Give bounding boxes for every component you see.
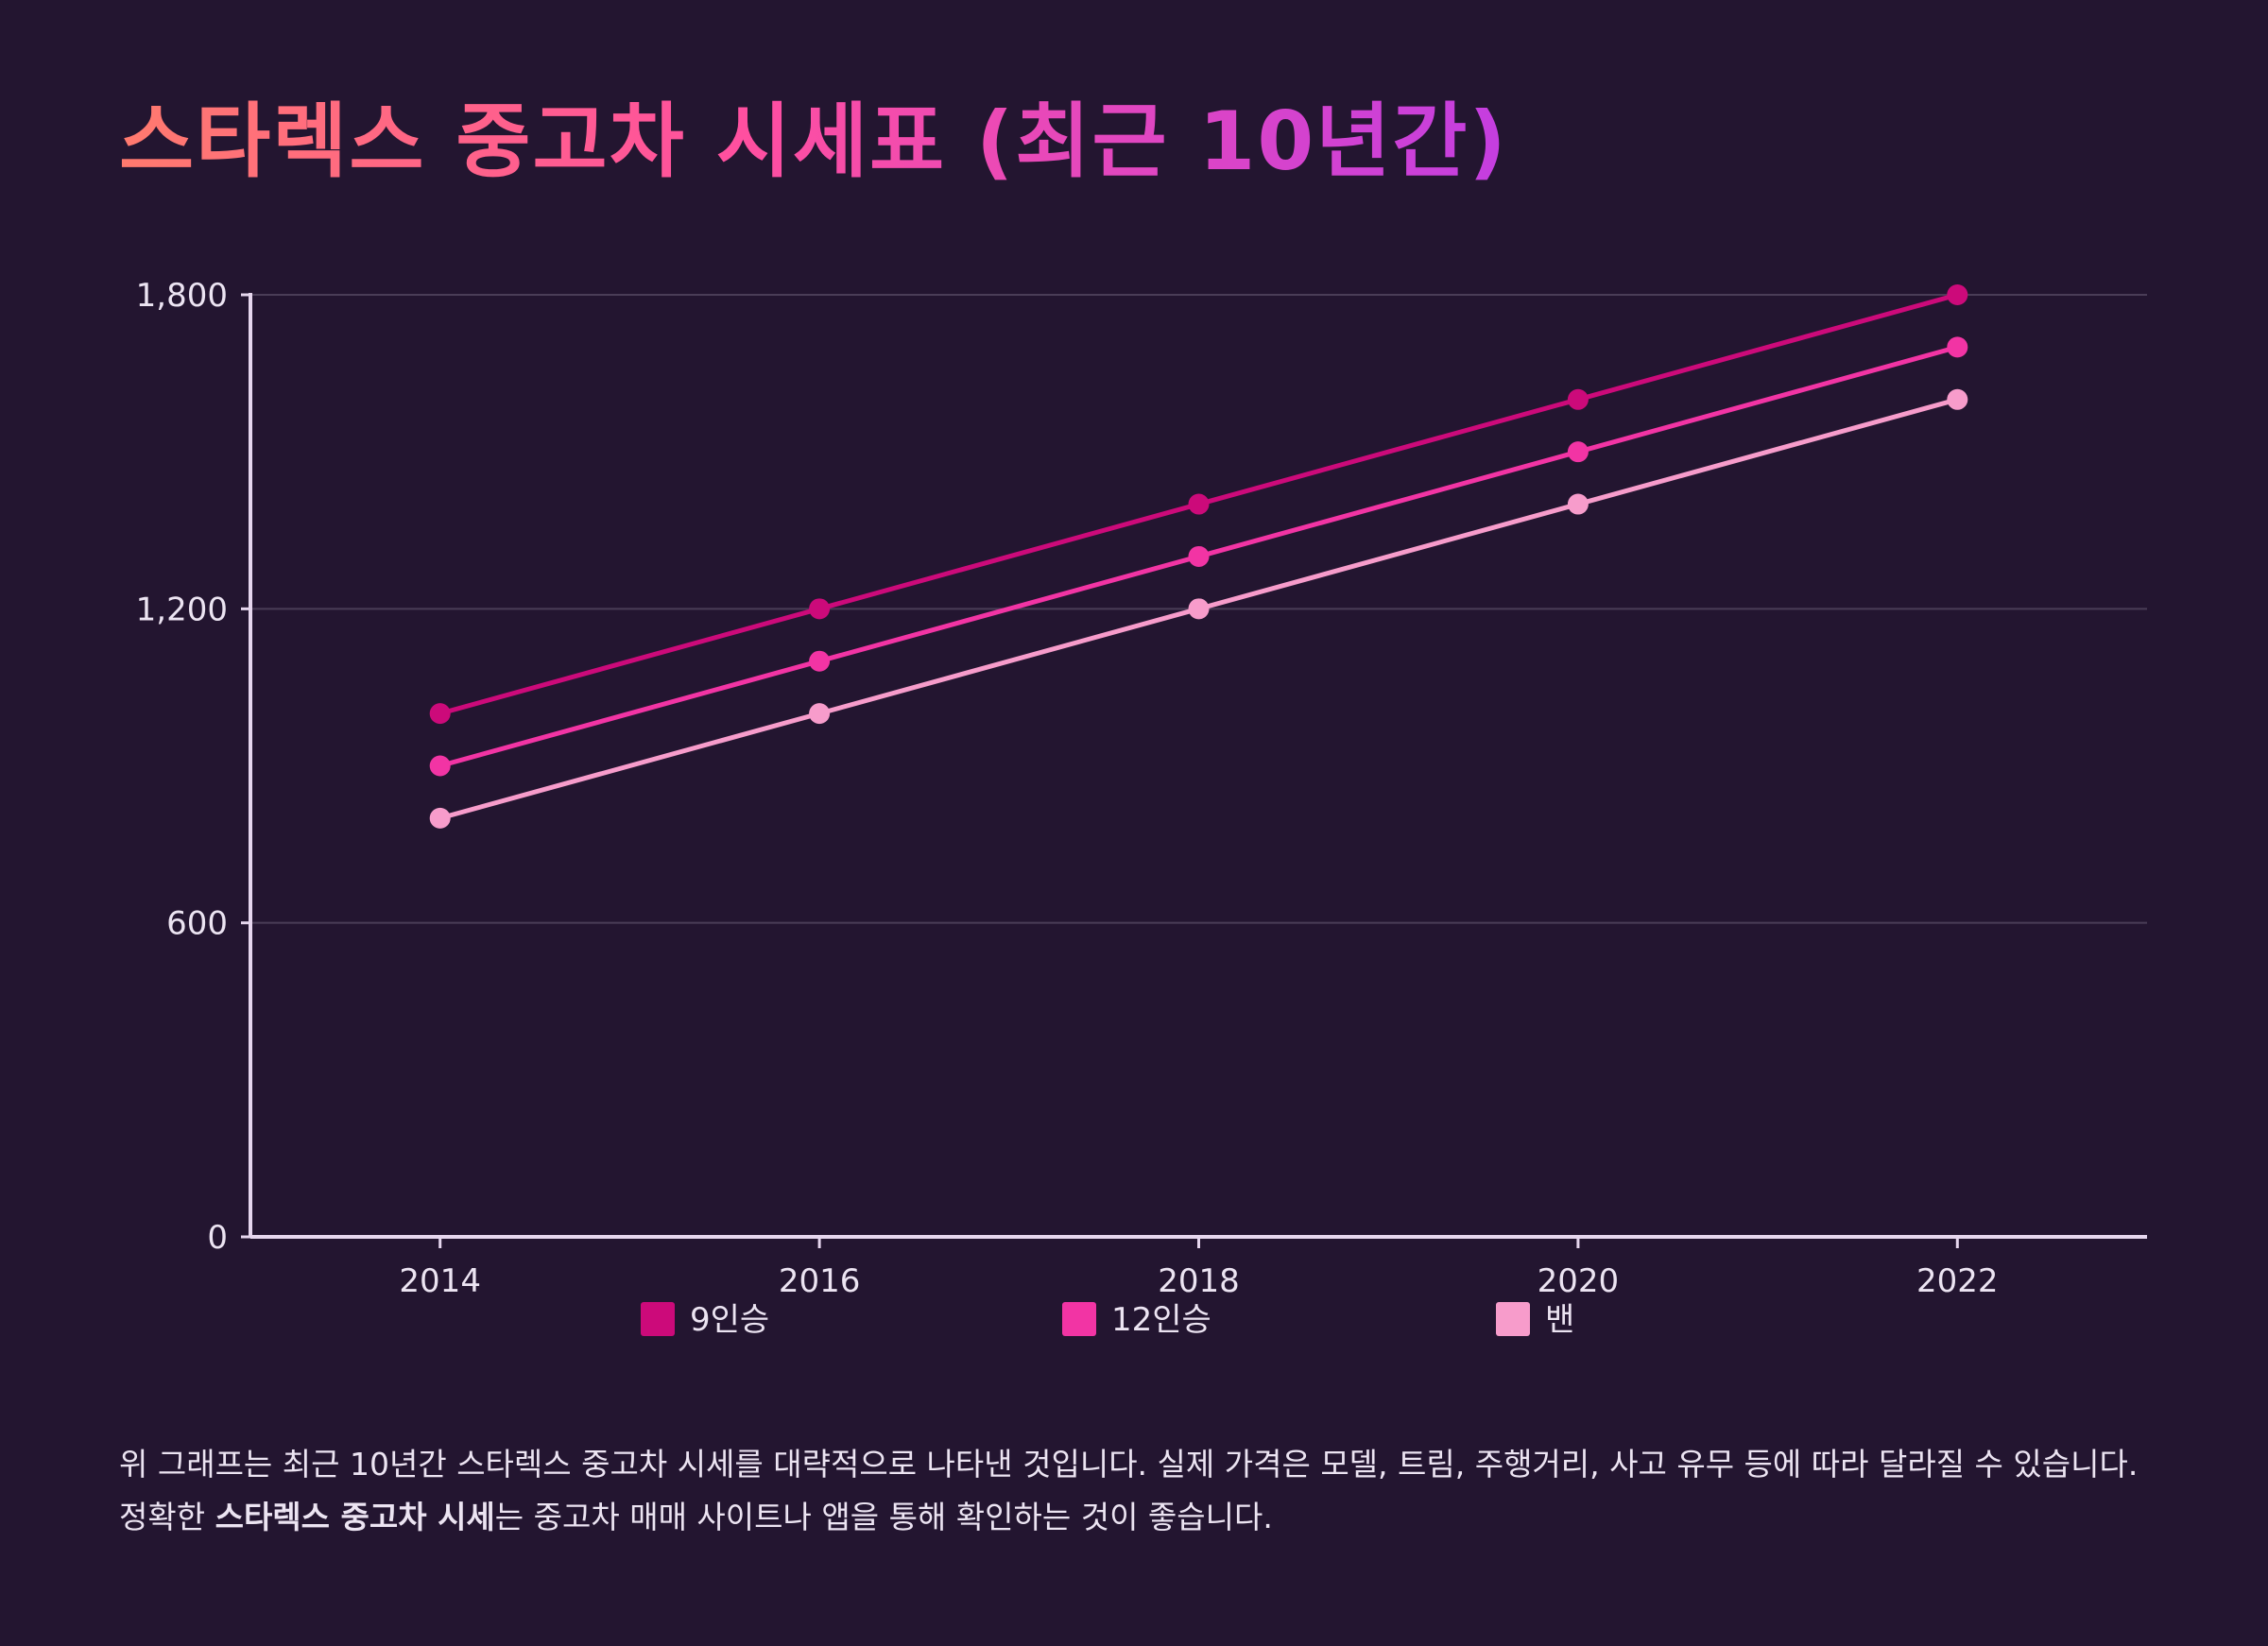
legend-label: 12인승 xyxy=(1111,1301,1211,1339)
x-tick-label: 2014 xyxy=(399,1262,481,1300)
description-text-1: 위 그래프는 최근 10년간 스타렉스 중고차 시세를 대략적으로 나타낸 것입… xyxy=(119,1446,2139,1535)
y-tick-label: 0 xyxy=(207,1219,228,1257)
series-1 xyxy=(429,284,1968,725)
x-tick-label: 2022 xyxy=(1916,1262,1999,1300)
data-point xyxy=(809,598,831,620)
data-point xyxy=(429,703,451,725)
legend-swatch xyxy=(641,1302,675,1336)
legend-swatch xyxy=(1496,1302,1530,1336)
x-tick-label: 2016 xyxy=(779,1262,861,1300)
series-3 xyxy=(429,388,1968,829)
description-bold-keyword: 스타렉스 중고차 시세 xyxy=(215,1499,495,1535)
data-point xyxy=(1188,598,1210,620)
series-lines xyxy=(429,284,1968,829)
legend-swatch xyxy=(1062,1302,1096,1336)
axes: 0 600 1,200 1,800 2014 2016 2018 2020 2022 xyxy=(136,277,2147,1300)
data-point xyxy=(1567,493,1589,515)
data-point xyxy=(1947,388,1968,410)
series-2 xyxy=(429,336,1968,777)
chart-title: 스타렉스 중고차 시세표 (최근 10년간) xyxy=(119,87,1508,197)
data-point xyxy=(429,755,451,777)
legend-label: 9인승 xyxy=(690,1301,769,1339)
legend-item: 12인승 xyxy=(1062,1301,1211,1339)
legend-item: 9인승 xyxy=(641,1301,769,1339)
description-text-2: 는 중고차 매매 사이트나 앱을 통해 확인하는 것이 좋습니다. xyxy=(494,1499,1273,1535)
legend: 9인승 12인승 밴 xyxy=(641,1301,1574,1339)
data-point xyxy=(1947,284,1968,305)
data-point xyxy=(1567,441,1589,463)
data-point xyxy=(1567,388,1589,410)
data-point xyxy=(1188,493,1210,515)
data-point xyxy=(1188,545,1210,567)
x-tick-label: 2018 xyxy=(1158,1262,1240,1300)
y-tick-label: 600 xyxy=(166,905,228,943)
legend-item: 밴 xyxy=(1496,1301,1574,1339)
chart-description: 위 그래프는 최근 10년간 스타렉스 중고차 시세를 대략적으로 나타낸 것입… xyxy=(119,1438,2151,1544)
data-point xyxy=(429,807,451,829)
data-point xyxy=(809,703,831,725)
data-point xyxy=(809,650,831,672)
x-tick-label: 2020 xyxy=(1538,1262,1620,1300)
y-tick-label: 1,800 xyxy=(136,277,228,315)
line-chart: 0 600 1,200 1,800 2014 2016 2018 2020 2022 9인승 12… xyxy=(136,277,2147,1339)
y-tick-label: 1,200 xyxy=(136,591,228,628)
legend-label: 밴 xyxy=(1545,1301,1574,1339)
data-point xyxy=(1947,336,1968,358)
